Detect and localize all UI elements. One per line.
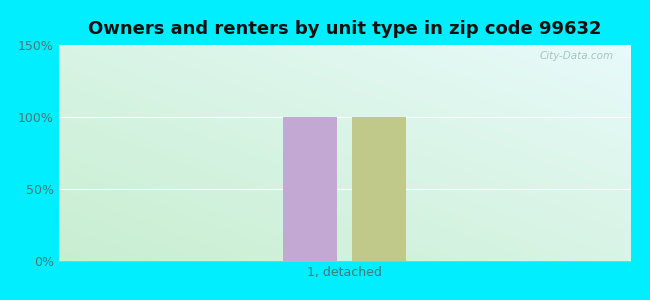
Title: Owners and renters by unit type in zip code 99632: Owners and renters by unit type in zip c…: [88, 20, 601, 38]
Text: City-Data.com: City-Data.com: [540, 52, 614, 61]
Bar: [352, 117, 406, 261]
Bar: [283, 117, 337, 261]
